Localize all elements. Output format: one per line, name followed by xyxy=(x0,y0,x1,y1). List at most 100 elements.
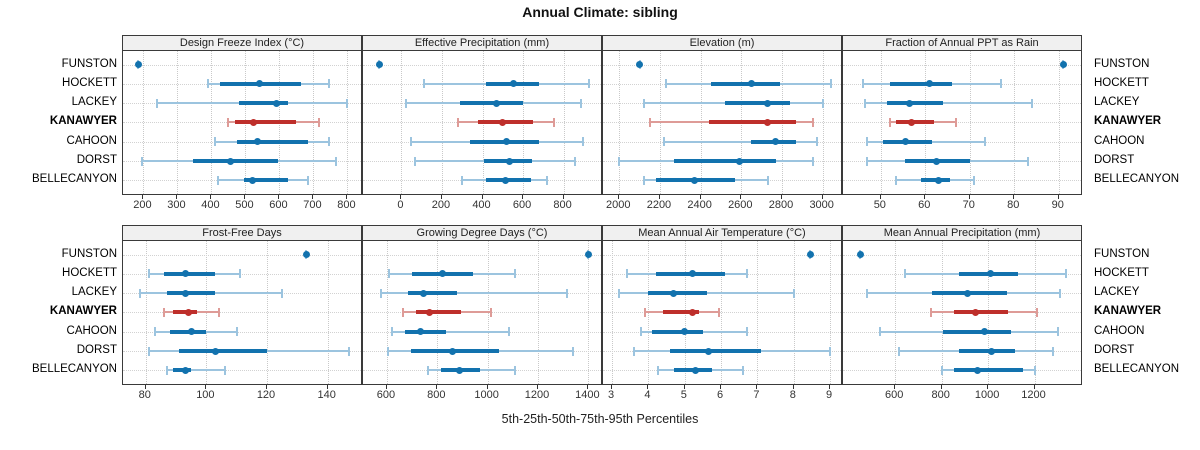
whisker-cap-5th xyxy=(461,175,464,185)
panel-plot xyxy=(842,240,1082,385)
box-25-75 xyxy=(887,101,944,106)
x-tick-label: 1000 xyxy=(974,389,1000,401)
median-dot xyxy=(426,308,434,316)
box-25-75 xyxy=(179,349,267,353)
whisker-cap-95th xyxy=(573,156,576,166)
whisker-cap-95th xyxy=(587,79,590,89)
panel-x-axis: 600 800 1000 1200 1400 xyxy=(362,385,602,405)
whisker-cap-95th xyxy=(1056,327,1059,337)
site-label-lackey: LACKEY xyxy=(1094,96,1140,109)
panel-strip-title: Effective Precipitation (mm) xyxy=(362,35,602,51)
x-tick-mark xyxy=(326,385,328,389)
whisker-cap-95th xyxy=(317,117,320,127)
panel-plot xyxy=(122,240,362,385)
panel-effective-precipitation-mm-: Effective Precipitation (mm) xyxy=(362,35,602,195)
percentiles-caption: 5th-25th-50th-75th-95th Percentiles xyxy=(501,412,699,426)
x-tick-mark xyxy=(522,195,524,199)
whisker-cap-5th xyxy=(866,137,869,147)
whisker-cap-5th xyxy=(618,156,621,166)
median-dot xyxy=(506,157,514,165)
site-label-column-left: FUNSTON HOCKETT LACKEY KANAWYER CAHOON DORST B… xyxy=(0,240,117,385)
box-25-75 xyxy=(163,271,216,276)
panel-x-axis: 3 4 5 6 7 8 9 xyxy=(602,385,842,405)
median-dot xyxy=(302,251,310,258)
x-tick-label: 700 xyxy=(303,199,322,211)
whisker-cap-95th xyxy=(718,307,721,317)
x-tick-mark xyxy=(400,195,402,199)
box-25-75 xyxy=(662,310,700,315)
median-dot xyxy=(856,251,864,258)
whisker-cap-95th xyxy=(223,365,226,375)
x-tick-mark xyxy=(821,195,823,199)
x-tick-label: 600 xyxy=(269,199,288,211)
panel-x-axis: 0 200 400 600 800 xyxy=(362,195,602,215)
median-dot xyxy=(1059,61,1067,68)
whisker-cap-5th xyxy=(138,288,141,298)
gridline-horizontal xyxy=(363,64,601,66)
median-dot xyxy=(184,308,192,316)
x-tick-label: 9 xyxy=(826,389,833,401)
x-tick-mark xyxy=(436,385,438,389)
x-tick-mark xyxy=(781,195,782,199)
whisker-cap-95th xyxy=(235,327,238,337)
whisker-cap-95th xyxy=(984,137,987,147)
whisker-cap-5th xyxy=(227,117,230,127)
x-tick-label: 3 xyxy=(608,389,615,401)
box-25-75 xyxy=(959,349,1015,353)
median-dot xyxy=(181,366,189,374)
site-label-hockett: HOCKETT xyxy=(62,76,117,89)
whisker-cap-5th xyxy=(663,137,666,147)
x-tick-label: 500 xyxy=(235,199,254,211)
box-25-75 xyxy=(942,329,1012,334)
panel-frost-free-days: Frost-Free Days xyxy=(122,225,362,385)
site-label-hockett: HOCKETT xyxy=(62,266,117,279)
whisker-cap-95th xyxy=(745,327,748,337)
whisker-cap-95th xyxy=(327,137,330,147)
median-dot xyxy=(181,289,189,297)
median-dot xyxy=(255,80,263,88)
x-tick-mark xyxy=(144,385,146,389)
site-label-hockett: HOCKETT xyxy=(1094,266,1149,279)
whisker-5-95 xyxy=(391,330,510,333)
x-tick-label: 800 xyxy=(553,199,572,211)
median-dot xyxy=(510,80,518,88)
box-25-75 xyxy=(238,101,288,106)
x-tick-mark xyxy=(142,195,144,199)
box-25-75 xyxy=(710,81,780,86)
x-tick-mark xyxy=(740,195,742,199)
median-dot xyxy=(134,61,142,68)
x-tick-mark xyxy=(440,195,442,199)
site-label-dorst: DORST xyxy=(1094,344,1135,356)
box-25-75 xyxy=(954,368,1023,373)
panel-design-freeze-index-c-: Design Freeze Index (°C) xyxy=(122,35,362,195)
x-tick-mark xyxy=(658,195,660,199)
site-label-lackey: LACKEY xyxy=(71,96,117,109)
gridline-horizontal xyxy=(603,254,841,256)
gridline-horizontal xyxy=(123,254,361,256)
x-tick-label: 70 xyxy=(962,199,975,211)
page-title: Annual Climate: sibling xyxy=(522,4,678,20)
box-25-75 xyxy=(415,310,462,315)
whisker-cap-5th xyxy=(888,117,891,127)
whisker-cap-5th xyxy=(217,175,220,185)
x-tick-label: 2600 xyxy=(728,199,753,211)
x-tick-mark xyxy=(176,195,178,199)
whisker-cap-5th xyxy=(457,117,460,127)
box-25-75 xyxy=(236,139,309,144)
x-tick-label: 600 xyxy=(885,389,904,401)
median-dot xyxy=(974,366,982,374)
whisker-cap-5th xyxy=(866,156,869,166)
panel-strip-title: Mean Annual Precipitation (mm) xyxy=(842,225,1082,241)
whisker-5-95 xyxy=(166,369,225,372)
gridline-horizontal xyxy=(123,312,361,314)
gridline-horizontal xyxy=(843,122,1081,124)
median-dot xyxy=(493,99,501,107)
whisker-cap-95th xyxy=(815,137,818,147)
whisker-cap-95th xyxy=(490,307,493,317)
box-25-75 xyxy=(674,159,776,163)
whisker-cap-95th xyxy=(1026,156,1029,166)
site-label-bellecanyon: BELLECANYON xyxy=(1094,173,1180,186)
box-25-75 xyxy=(708,120,797,125)
whisker-cap-5th xyxy=(162,307,165,317)
whisker-cap-5th xyxy=(213,137,216,147)
